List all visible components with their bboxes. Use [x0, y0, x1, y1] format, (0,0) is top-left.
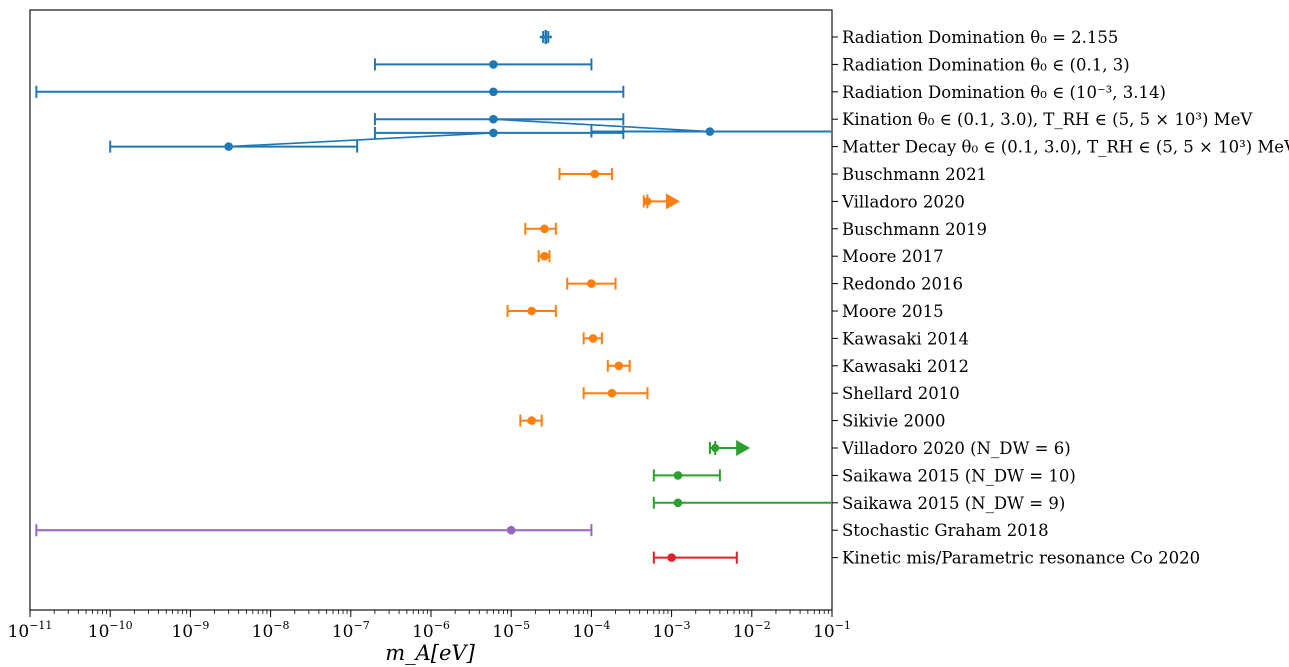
- x-tick-label: 10−5: [492, 619, 530, 642]
- row-label: Radiation Domination θ₀ = 2.155: [842, 28, 1118, 47]
- x-tick-base: 10: [88, 622, 110, 642]
- row-label: Kinetic mis/Parametric resonance Co 2020: [842, 549, 1200, 568]
- x-tick-label: 10−4: [572, 619, 610, 642]
- data-point: [674, 471, 683, 480]
- x-tick-base: 10: [653, 622, 675, 642]
- x-tick-exponent: −8: [273, 619, 289, 632]
- data-point: [608, 389, 617, 398]
- row-label: Moore 2017: [842, 247, 944, 266]
- connector-line: [493, 119, 709, 131]
- row-labels: Radiation Domination θ₀ = 2.155 Radiation…: [841, 28, 1289, 568]
- data-point: [507, 526, 516, 535]
- x-tick-exponent: −5: [514, 619, 530, 632]
- x-tick-base: 10: [332, 622, 354, 642]
- row-label: Buschmann 2019: [842, 220, 987, 239]
- x-tick-exponent: −4: [594, 619, 610, 632]
- row-label: Villadoro 2020: [841, 192, 965, 211]
- x-tick-exponent: −2: [755, 619, 771, 632]
- x-tick-label: 10−3: [653, 619, 691, 642]
- row-label: Villadoro 2020 (N_DW = 6): [841, 439, 1071, 458]
- x-tick-label: 10−9: [171, 619, 209, 642]
- row-label: Radiation Domination θ₀ ∈ (0.1, 3): [842, 55, 1130, 74]
- x-tick-label: 10−1: [813, 619, 851, 642]
- x-axis-title-text: m_A[eV]: [385, 641, 475, 665]
- data-point: [489, 88, 498, 97]
- data-point: [590, 170, 599, 179]
- data-point: [489, 129, 498, 138]
- row-label: Saikawa 2015 (N_DW = 9): [842, 494, 1065, 513]
- x-tick-base: 10: [252, 622, 274, 642]
- data-point: [489, 60, 498, 69]
- x-tick-base: 10: [813, 622, 835, 642]
- row-label: Stochastic Graham 2018: [842, 521, 1049, 540]
- x-tick-base: 10: [412, 622, 434, 642]
- data-point: [706, 127, 715, 136]
- x-tick-base: 10: [492, 622, 514, 642]
- x-tick-label: 10−6: [412, 619, 450, 642]
- x-tick-base: 10: [733, 622, 755, 642]
- row-label: Kination θ₀ ∈ (0.1, 3.0), T_RH ∈ (5, 5 ×…: [842, 110, 1253, 129]
- x-tick-exponent: −7: [354, 619, 370, 632]
- x-tick-exponent: −10: [109, 619, 132, 632]
- x-tick-exponent: −9: [193, 619, 209, 632]
- x-tick-base: 10: [8, 622, 30, 642]
- data-point: [674, 499, 683, 508]
- limit-arrow: [666, 193, 680, 209]
- x-tick-exponent: −11: [29, 619, 52, 632]
- x-tick-label: 10−2: [733, 619, 771, 642]
- row-label: Saikawa 2015 (N_DW = 10): [842, 466, 1076, 485]
- data-point: [589, 334, 598, 343]
- row-label: Sikivie 2000: [842, 412, 945, 431]
- data-point: [540, 225, 549, 234]
- x-tick-exponent: −1: [835, 619, 851, 632]
- data-point: [489, 115, 498, 124]
- connector-line: [229, 133, 494, 147]
- x-tick-label: 10−10: [88, 619, 133, 642]
- data-point: [224, 142, 233, 151]
- data-point: [667, 553, 676, 562]
- plot-frame: [30, 10, 832, 610]
- x-tick-label: 10−8: [252, 619, 290, 642]
- row-label: Moore 2015: [842, 302, 944, 321]
- row-label: Matter Decay θ₀ ∈ (0.1, 3.0), T_RH ∈ (5,…: [842, 138, 1289, 157]
- data-point: [527, 307, 536, 316]
- limit-arrow: [736, 440, 750, 456]
- data-point: [540, 252, 549, 261]
- x-tick-exponent: −6: [434, 619, 450, 632]
- row-label: Shellard 2010: [842, 384, 960, 403]
- row-label: Buschmann 2021: [842, 165, 987, 184]
- x-axis: 10−11 10−10 10−9 10−8 10−7 10−6 10−5 10−4 10−3 10…: [8, 37, 851, 642]
- x-axis-title: m_A[eV]: [385, 641, 475, 665]
- row-label: Kawasaki 2012: [842, 357, 969, 376]
- data-point: [615, 362, 624, 371]
- data-point: [711, 444, 719, 452]
- row-label: Kawasaki 2014: [842, 329, 969, 348]
- x-tick-label: 10−7: [332, 619, 370, 642]
- row-label: Radiation Domination θ₀ ∈ (10⁻³, 3.14): [842, 83, 1166, 102]
- chart-marks: [36, 30, 832, 564]
- data-point: [587, 279, 596, 288]
- x-tick-label: 10−11: [8, 619, 53, 642]
- row-label: Redondo 2016: [842, 275, 963, 294]
- data-point: [527, 416, 536, 425]
- data-point: [643, 197, 651, 205]
- x-tick-exponent: −3: [674, 619, 690, 632]
- x-tick-base: 10: [171, 622, 193, 642]
- x-tick-base: 10: [572, 622, 594, 642]
